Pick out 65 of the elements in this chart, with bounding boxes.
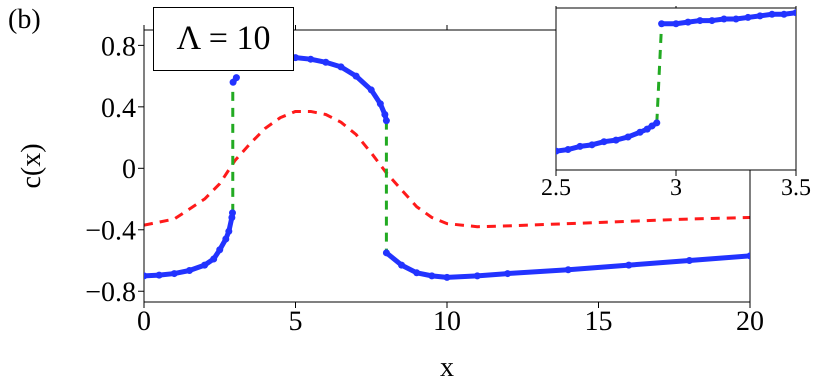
- text: (b): [8, 4, 41, 36]
- point: [474, 272, 481, 280]
- point: [413, 269, 420, 276]
- y-tick-label: −0.8: [85, 277, 136, 308]
- point: [720, 16, 728, 23]
- point: [648, 122, 656, 130]
- x-tick-label: 20: [736, 306, 764, 337]
- point: [658, 20, 666, 28]
- x-tick-label: 15: [584, 306, 612, 337]
- point: [232, 74, 240, 82]
- point: [398, 262, 406, 269]
- point: [382, 249, 390, 256]
- point: [636, 128, 644, 136]
- point: [600, 138, 608, 146]
- point: [708, 17, 716, 24]
- point: [444, 274, 450, 281]
- point: [170, 270, 178, 278]
- point: [612, 136, 620, 144]
- point: [624, 133, 632, 140]
- point: [588, 141, 596, 148]
- x-tick-label: 5: [288, 306, 302, 337]
- line-series: [144, 110, 750, 228]
- point: [225, 228, 232, 235]
- y-axis-title: c(x): [16, 143, 47, 189]
- point: [428, 272, 436, 280]
- point: [337, 63, 344, 70]
- y-tick-label: 0.4: [101, 92, 136, 124]
- point: [322, 58, 330, 66]
- x-tick-label: 3: [670, 175, 682, 202]
- point: [696, 17, 704, 24]
- point: [201, 262, 208, 269]
- point: [382, 117, 390, 124]
- x-axis-title: x: [440, 352, 454, 383]
- point: [564, 146, 572, 154]
- point: [672, 20, 680, 28]
- point: [307, 56, 314, 63]
- annotation: Λ = 10: [153, 7, 294, 71]
- point: [768, 10, 776, 18]
- point: [732, 16, 740, 23]
- point: [368, 86, 375, 94]
- x-tick-label: 2.5: [541, 175, 571, 202]
- point: [156, 272, 163, 279]
- point: [780, 10, 788, 18]
- point: [684, 18, 692, 26]
- point: [756, 12, 764, 20]
- point: [210, 255, 218, 262]
- point: [376, 100, 384, 108]
- point: [186, 266, 193, 274]
- point: [686, 257, 693, 264]
- point: [564, 266, 572, 274]
- point: [228, 209, 236, 216]
- x-tick-label: 10: [433, 306, 461, 337]
- point: [625, 262, 632, 269]
- point: [744, 14, 752, 21]
- y-tick-label: 0.8: [101, 31, 136, 62]
- point: [644, 126, 651, 133]
- point: [653, 119, 660, 126]
- point: [222, 235, 230, 242]
- point: [576, 142, 584, 150]
- x-tick-label: 3.5: [781, 175, 811, 202]
- y-tick-label: −0.4: [85, 216, 136, 247]
- point: [504, 270, 512, 278]
- point: [216, 246, 224, 254]
- point: [381, 111, 388, 118]
- point: [352, 72, 360, 80]
